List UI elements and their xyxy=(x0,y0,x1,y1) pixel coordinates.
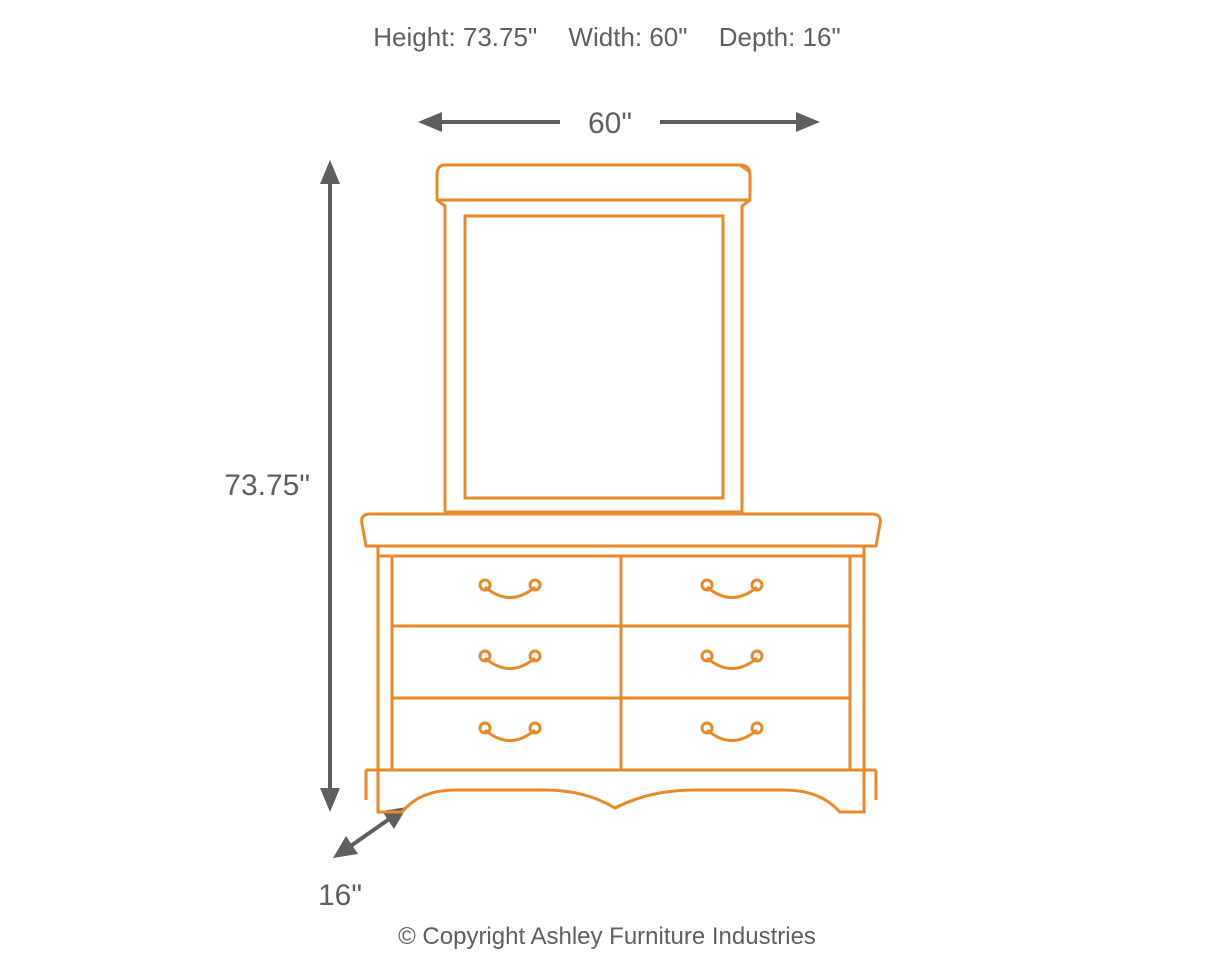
depth-value: 16" xyxy=(318,879,362,912)
width-value: 60" xyxy=(588,107,632,140)
drawer-handle xyxy=(702,723,762,741)
drawer-handle xyxy=(480,651,540,669)
drawer-handle xyxy=(702,651,762,669)
drawer-handle xyxy=(702,580,762,598)
drawer-handle xyxy=(480,580,540,598)
drawer-handle xyxy=(480,723,540,741)
depth-dimension-arrow: 16" xyxy=(318,807,407,912)
furniture-diagram: 60" 73.75" 16" xyxy=(0,0,1214,971)
width-dimension-arrow: 60" xyxy=(418,107,820,140)
dresser xyxy=(362,514,881,812)
mirror xyxy=(437,165,750,512)
height-dimension-arrow: 73.75" xyxy=(224,160,340,812)
height-value: 73.75" xyxy=(224,469,310,502)
copyright-text: © Copyright Ashley Furniture Industries xyxy=(0,923,1214,951)
